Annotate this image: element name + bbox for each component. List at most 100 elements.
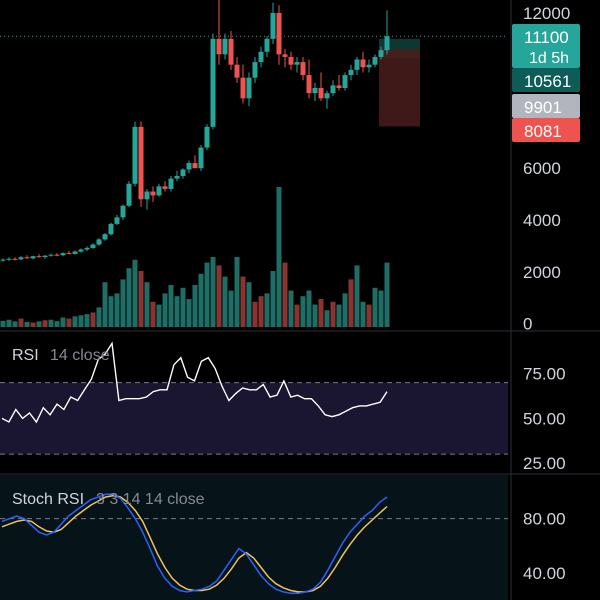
candle-body [336, 85, 342, 88]
volume-bar [228, 290, 234, 327]
rsi-band-fill [0, 382, 508, 455]
candle-body [360, 59, 366, 68]
volume-bar [210, 257, 216, 327]
position-box[interactable] [379, 38, 420, 127]
rsi-axis[interactable]: 75.00 50.00 25.00 [523, 365, 566, 473]
candle-body [234, 64, 240, 78]
volume-bar [330, 301, 336, 327]
stoch-lines [1, 493, 388, 594]
price-axis-tick: 2000 [523, 263, 561, 282]
candle-body [312, 88, 318, 94]
volume-bar [318, 299, 324, 327]
volume-bar [252, 301, 258, 327]
price-badge [512, 94, 580, 118]
candle-body [228, 38, 234, 65]
volume-bar [12, 321, 18, 327]
stoch-background [0, 475, 508, 600]
candle-body [138, 126, 144, 200]
volume-bar [60, 317, 66, 327]
candle-body [378, 50, 384, 57]
candle-body [108, 223, 114, 235]
stoch-axis-tick: 40.00 [523, 564, 566, 583]
volume-bar [312, 304, 318, 327]
price-labels: 11100 1d 5h 10561 9901 8081 [512, 24, 580, 142]
candle-body [288, 56, 294, 65]
candle-body [90, 244, 96, 248]
candle-body [156, 186, 162, 196]
stoch-rsi-panel[interactable]: Stoch RSI 3 3 14 14 close [0, 475, 508, 600]
volume-bar [186, 299, 192, 327]
price-axis-tick: 0 [523, 315, 532, 334]
candle-body [0, 259, 6, 261]
price-axis-tick: 6000 [523, 159, 561, 178]
volume-bar [234, 257, 240, 327]
position-box-loss-zone [379, 49, 420, 127]
volume-bar [54, 321, 60, 327]
volume-bar [198, 273, 204, 327]
rsi-panel[interactable]: RSI 14 close [0, 341, 508, 455]
candle-body [126, 183, 132, 206]
volume-bar [6, 319, 12, 327]
volume-bar [144, 282, 150, 327]
volume-bars [0, 187, 390, 327]
candle-body [330, 85, 336, 94]
volume-bar [264, 293, 270, 327]
candle-body [144, 191, 150, 200]
volume-bar [306, 290, 312, 327]
volume-bar [342, 293, 348, 327]
volume-bar [108, 296, 114, 327]
candle-body [264, 38, 270, 52]
volume-bar [78, 315, 84, 327]
candle-body [42, 255, 48, 258]
candle-body [366, 64, 372, 68]
volume-bar [96, 307, 102, 327]
volume-bar [366, 304, 372, 327]
candle-body [174, 176, 180, 179]
price-badge [512, 68, 580, 92]
candle-body [162, 186, 168, 189]
volume-bar [354, 265, 360, 327]
candle-body [258, 51, 264, 63]
candle-body [78, 249, 84, 252]
candle-body [168, 178, 174, 189]
candle-body [60, 253, 66, 256]
candle-body [48, 254, 54, 256]
stoch-axis[interactable]: 80.00 40.00 [523, 510, 566, 583]
candle-body [198, 147, 204, 169]
volume-bar [204, 262, 210, 327]
candle-body [192, 163, 198, 169]
volume-bar [216, 265, 222, 327]
candle-body [186, 163, 192, 170]
volume-bar [114, 293, 120, 327]
volume-bar [360, 301, 366, 327]
volume-bar [294, 304, 300, 327]
candle-body [342, 75, 348, 88]
volume-bar [378, 290, 384, 327]
candle-body [30, 256, 36, 259]
volume-bar [48, 319, 54, 327]
candle-body [120, 205, 126, 218]
candle-body [252, 62, 258, 78]
candle-body [354, 59, 360, 70]
volume-bar [24, 321, 30, 327]
price-badge-value: 10561 [524, 72, 571, 91]
candle-body [294, 62, 300, 65]
candle-body [102, 234, 108, 240]
volume-bar [258, 296, 264, 327]
volume-bar [162, 293, 168, 327]
price-badge-value: 9901 [524, 98, 562, 117]
volume-bar [42, 320, 48, 327]
candle-body [24, 257, 30, 259]
volume-bar [336, 304, 342, 327]
volume-bar [222, 276, 228, 327]
volume-bar [72, 316, 78, 327]
volume-bar [300, 296, 306, 327]
candle-body [66, 253, 72, 255]
volume-bar [36, 321, 42, 327]
stoch-axis-tick: 80.00 [523, 510, 566, 529]
volume-bar [84, 314, 90, 327]
candle-body [348, 69, 354, 76]
volume-bar [270, 271, 276, 327]
price-panel[interactable] [0, 0, 508, 327]
